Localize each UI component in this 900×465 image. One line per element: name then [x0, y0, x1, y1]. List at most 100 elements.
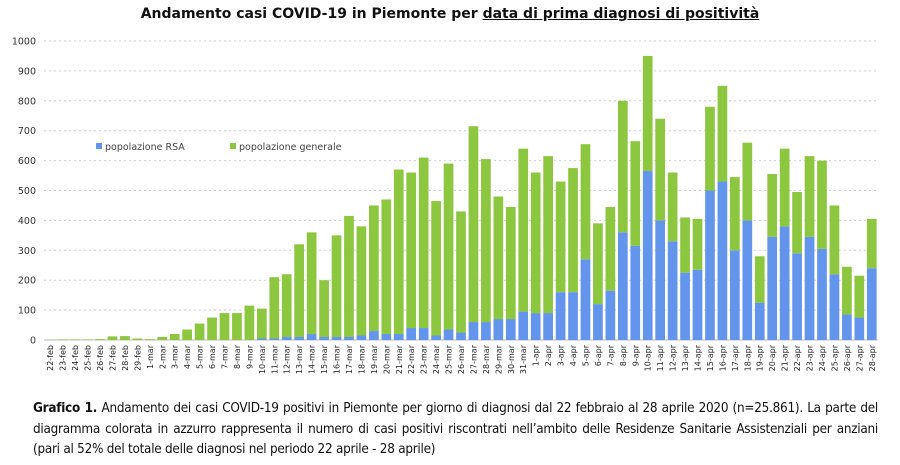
x-tick-label: 27-feb	[108, 345, 117, 371]
bar-generale	[866, 218, 877, 269]
x-tick-label: 6-mar	[208, 344, 217, 369]
x-tick-label: 15-apr	[706, 344, 715, 371]
x-tick-label: 22-mar	[407, 344, 416, 374]
bar-generale	[518, 148, 529, 312]
bar-generale	[431, 200, 441, 336]
bar-rsa	[580, 259, 591, 340]
bar-rsa	[692, 269, 703, 340]
x-tick-label: 20-apr	[768, 344, 777, 371]
bar-rsa	[555, 292, 566, 340]
bar-rsa	[406, 328, 417, 340]
bar-generale	[493, 196, 504, 320]
x-tick-label: 2-apr	[544, 344, 553, 366]
bar-rsa	[443, 329, 454, 340]
x-axis-ticks: 22-feb 23-feb 24-feb 25-feb 26-feb 27-feb 28-f…	[46, 344, 877, 374]
x-tick-label: 1-mar	[146, 344, 155, 369]
y-tick-label: 100	[18, 306, 36, 317]
bar-generale	[481, 159, 491, 323]
x-tick-label: 16-apr	[718, 344, 727, 371]
x-tick-label: 9-apr	[631, 344, 640, 366]
y-tick-label: 0	[30, 336, 36, 347]
x-tick-label: 12-apr	[669, 344, 678, 371]
x-tick-label: 26-mar	[457, 344, 466, 374]
bar-rsa	[617, 232, 628, 340]
bar-generale	[369, 205, 379, 332]
x-tick-label: 24-feb	[71, 345, 80, 371]
bar-rsa	[294, 337, 305, 340]
x-tick-label: 28-mar	[482, 344, 491, 374]
x-tick-label: 18-mar	[357, 344, 366, 374]
x-tick-label: 19-mar	[370, 344, 379, 374]
bar-generale	[792, 191, 802, 254]
x-tick-label: 4-apr	[569, 344, 578, 366]
y-tick-label: 500	[18, 186, 36, 197]
x-tick-label: 25-mar	[445, 344, 454, 374]
bar-rsa	[593, 304, 603, 340]
bar-generale	[182, 329, 193, 340]
y-tick-label: 700	[18, 126, 36, 137]
legend: popolazione RSA popolazione generale	[96, 142, 342, 153]
bar-generale	[157, 337, 168, 340]
bar-rsa	[356, 335, 367, 340]
bar-rsa	[505, 319, 516, 340]
bar-generale	[842, 266, 852, 315]
bar-rsa	[306, 334, 317, 340]
bar-rsa	[854, 317, 865, 340]
bar-generale	[605, 206, 616, 291]
bar-rsa	[829, 274, 840, 340]
x-tick-label: 24-mar	[432, 344, 441, 374]
bar-generale	[854, 275, 865, 318]
x-tick-label: 5-apr	[581, 344, 590, 366]
legend-swatch-generale	[230, 143, 236, 149]
bar-rsa	[256, 338, 267, 340]
bar-rsa	[779, 226, 790, 340]
bar-generale	[593, 223, 603, 305]
bar-generale	[194, 323, 205, 340]
bar-generale	[817, 160, 827, 249]
x-tick-label: 18-apr	[743, 344, 752, 371]
bar-generale	[294, 244, 305, 338]
x-tick-label: 23-mar	[420, 344, 429, 374]
y-axis-ticks: 0 100 200 300 400 500 600 700 800 900 1000	[12, 37, 36, 347]
bar-rsa	[431, 335, 441, 340]
x-tick-label: 19-apr	[756, 344, 765, 371]
chart-title-underlined: data di prima diagnosi di positività	[482, 6, 760, 22]
bar-generale	[555, 181, 566, 293]
caption-text: Andamento dei casi COVID-19 positivi in …	[33, 401, 878, 457]
bar-generale	[95, 339, 105, 340]
x-tick-label: 22-feb	[46, 345, 55, 371]
x-tick-label: 6-apr	[594, 344, 603, 366]
bar-generale	[356, 226, 367, 336]
bar-generale	[692, 218, 703, 270]
x-tick-label: 8-apr	[619, 344, 628, 366]
bar-rsa	[717, 181, 728, 340]
bar-generale	[393, 169, 404, 335]
bar-generale	[729, 177, 740, 251]
bar-generale	[617, 100, 628, 233]
bar-generale	[70, 339, 80, 340]
x-tick-label: 29-feb	[133, 345, 142, 371]
x-tick-label: 13-apr	[681, 344, 690, 371]
x-tick-label: 7-apr	[606, 344, 615, 366]
x-tick-label: 25-apr	[830, 344, 839, 371]
chart-title: Andamento casi COVID-19 in Piemonte per …	[0, 6, 900, 22]
bar-rsa	[866, 268, 877, 340]
bar-rsa	[642, 171, 653, 340]
x-tick-label: 12-mar	[283, 344, 292, 374]
bar-rsa	[468, 322, 479, 340]
bar-generale	[344, 215, 354, 338]
x-tick-label: 27-mar	[469, 344, 478, 374]
y-tick-label: 200	[18, 276, 36, 287]
bar-rsa	[667, 241, 678, 340]
x-tick-label: 14-mar	[308, 344, 317, 374]
x-tick-label: 25-feb	[84, 345, 93, 371]
x-tick-label: 21-apr	[781, 344, 790, 371]
x-tick-label: 26-apr	[843, 344, 852, 371]
bar-rsa	[369, 331, 379, 340]
bar-rsa	[456, 332, 466, 340]
bar-rsa	[729, 250, 740, 340]
x-tick-label: 16-mar	[333, 344, 342, 374]
bar-generale	[82, 339, 93, 340]
y-tick-label: 600	[18, 156, 36, 167]
legend-label-rsa: popolazione RSA	[105, 142, 185, 153]
